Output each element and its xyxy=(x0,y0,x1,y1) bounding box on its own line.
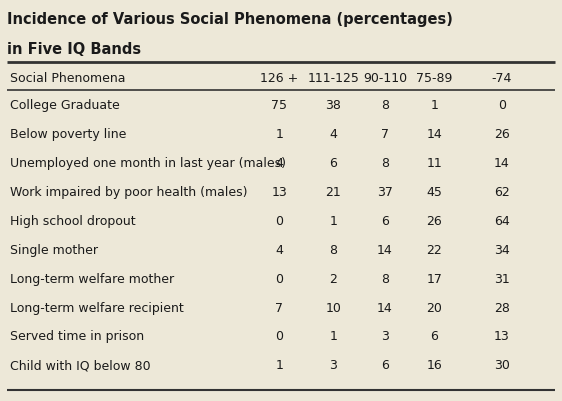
Text: 3: 3 xyxy=(329,359,337,372)
Text: 64: 64 xyxy=(494,215,510,228)
Text: -74: -74 xyxy=(492,72,512,85)
Text: Long-term welfare recipient: Long-term welfare recipient xyxy=(10,302,183,314)
Text: 34: 34 xyxy=(494,244,510,257)
Text: 0: 0 xyxy=(275,330,283,343)
Text: 10: 10 xyxy=(325,302,341,314)
Text: 1: 1 xyxy=(275,359,283,372)
Text: 28: 28 xyxy=(494,302,510,314)
Text: 14: 14 xyxy=(494,157,510,170)
Text: 26: 26 xyxy=(494,128,510,141)
Text: 21: 21 xyxy=(325,186,341,199)
Text: 75-89: 75-89 xyxy=(416,72,452,85)
Text: 13: 13 xyxy=(271,186,287,199)
Text: 26: 26 xyxy=(427,215,442,228)
Text: 13: 13 xyxy=(494,330,510,343)
Text: Long-term welfare mother: Long-term welfare mother xyxy=(10,273,174,286)
Text: 2: 2 xyxy=(329,273,337,286)
Text: 6: 6 xyxy=(329,157,337,170)
Text: College Graduate: College Graduate xyxy=(10,99,119,112)
Text: 8: 8 xyxy=(329,244,337,257)
Text: 4: 4 xyxy=(275,244,283,257)
Text: 31: 31 xyxy=(494,273,510,286)
Text: 30: 30 xyxy=(494,359,510,372)
Text: Incidence of Various Social Phenomena (percentages): Incidence of Various Social Phenomena (p… xyxy=(7,12,452,27)
Text: 45: 45 xyxy=(427,186,442,199)
Text: 6: 6 xyxy=(381,215,389,228)
Text: Child with IQ below 80: Child with IQ below 80 xyxy=(10,359,150,372)
Text: Below poverty line: Below poverty line xyxy=(10,128,126,141)
Text: Served time in prison: Served time in prison xyxy=(10,330,144,343)
Text: 0: 0 xyxy=(275,273,283,286)
Text: 1: 1 xyxy=(329,330,337,343)
Text: 8: 8 xyxy=(381,273,389,286)
Text: 62: 62 xyxy=(494,186,510,199)
Text: 1: 1 xyxy=(329,215,337,228)
Text: Single mother: Single mother xyxy=(10,244,98,257)
Text: Work impaired by poor health (males): Work impaired by poor health (males) xyxy=(10,186,247,199)
Text: 4: 4 xyxy=(329,128,337,141)
Text: 75: 75 xyxy=(271,99,287,112)
Text: 17: 17 xyxy=(427,273,442,286)
Text: 8: 8 xyxy=(381,99,389,112)
Text: 7: 7 xyxy=(275,302,283,314)
Text: 38: 38 xyxy=(325,99,341,112)
Text: 0: 0 xyxy=(275,215,283,228)
Text: 37: 37 xyxy=(377,186,393,199)
Text: High school dropout: High school dropout xyxy=(10,215,135,228)
Text: 6: 6 xyxy=(381,359,389,372)
Text: Social Phenomena: Social Phenomena xyxy=(10,72,125,85)
Text: 126 +: 126 + xyxy=(260,72,298,85)
Text: 111-125: 111-125 xyxy=(307,72,359,85)
Text: 8: 8 xyxy=(381,157,389,170)
Text: 14: 14 xyxy=(427,128,442,141)
Text: in Five IQ Bands: in Five IQ Bands xyxy=(7,42,141,57)
Text: 4: 4 xyxy=(275,157,283,170)
Text: 7: 7 xyxy=(381,128,389,141)
Text: 16: 16 xyxy=(427,359,442,372)
Text: 11: 11 xyxy=(427,157,442,170)
Text: 22: 22 xyxy=(427,244,442,257)
Text: 20: 20 xyxy=(427,302,442,314)
Text: 1: 1 xyxy=(430,99,438,112)
Text: 14: 14 xyxy=(377,302,393,314)
Text: 6: 6 xyxy=(430,330,438,343)
Text: 3: 3 xyxy=(381,330,389,343)
Text: 0: 0 xyxy=(498,99,506,112)
Text: Unemployed one month in last year (males): Unemployed one month in last year (males… xyxy=(10,157,285,170)
Text: 90-110: 90-110 xyxy=(363,72,407,85)
Text: 1: 1 xyxy=(275,128,283,141)
Text: 14: 14 xyxy=(377,244,393,257)
